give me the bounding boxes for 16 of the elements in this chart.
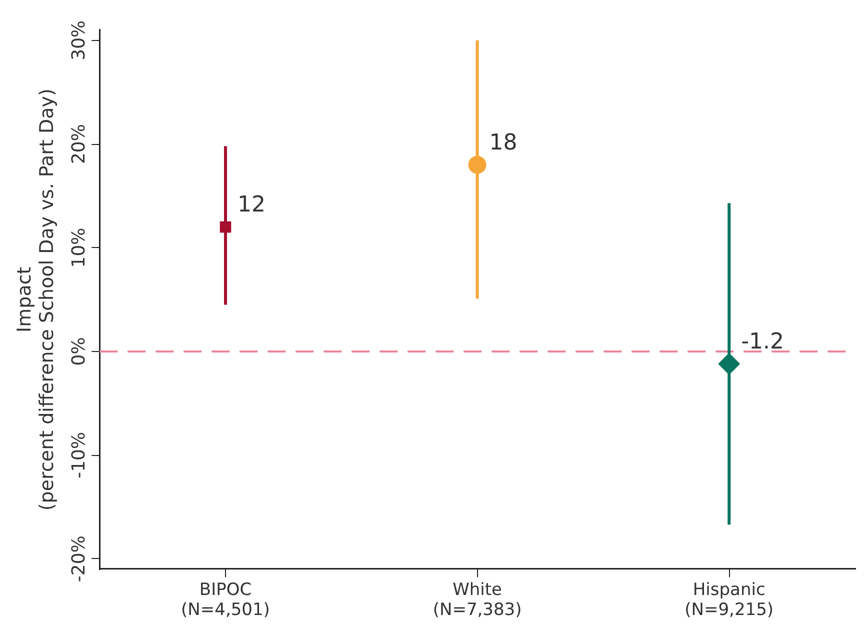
point [220,221,232,233]
y-tick-label: -10% [68,432,90,478]
data-label: 18 [489,130,518,156]
data-label: -1.2 [741,330,784,355]
point [718,352,740,375]
data-label: 12 [238,192,266,218]
x-tick-label: Hispanic (N=9,215) [684,580,774,620]
x-tick-label: White (N=7,383) [432,580,522,620]
y-tick-label: 10% [68,228,90,268]
y-axis-title: Impact (percent difference School Day vs. Part Day) [13,88,58,511]
y-tick-label: -20% [68,536,90,582]
point [468,156,486,174]
y-tick-label: 0% [68,337,90,366]
y-tick-label: 30% [68,20,90,60]
y-tick-label: 20% [68,124,90,164]
x-tick-label: BIPOC (N=4,501) [181,580,270,620]
